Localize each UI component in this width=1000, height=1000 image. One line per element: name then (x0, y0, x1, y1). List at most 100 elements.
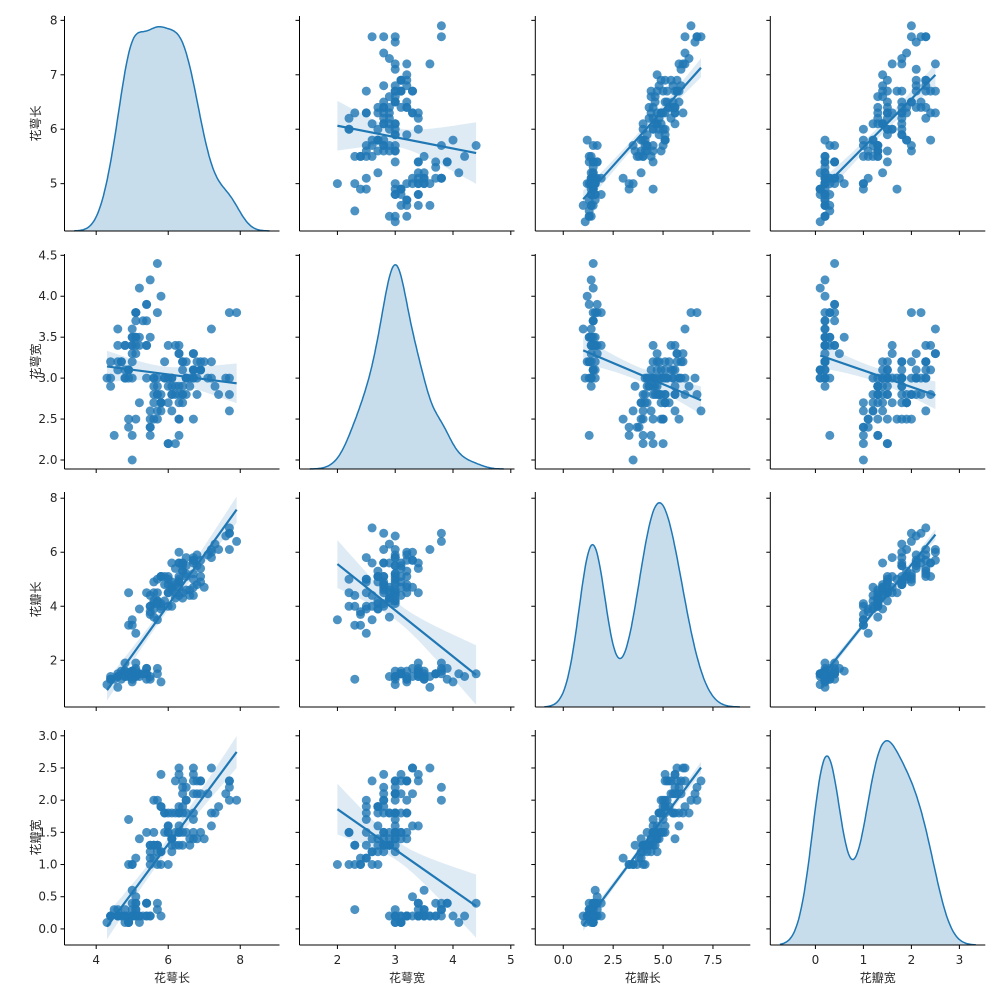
scatter-point (906, 373, 916, 383)
scatter-point (436, 528, 446, 538)
scatter-point (188, 555, 198, 565)
y-tick-label: 8 (50, 13, 58, 27)
scatter-point (390, 32, 400, 42)
scatter-point (408, 763, 417, 773)
x-axis-label: 花瓣长 (625, 970, 661, 985)
scatter-point (170, 593, 180, 603)
scatter-point (131, 628, 141, 638)
scatter-point (820, 381, 830, 391)
y-tick-label: 6 (50, 545, 58, 559)
scatter-point (676, 357, 686, 367)
scatter-point (820, 324, 830, 334)
y-tick: 6 (50, 122, 65, 136)
regression-line (819, 354, 936, 397)
scatter-point (127, 332, 137, 342)
scatter-point (902, 108, 912, 118)
scatter-point (413, 200, 423, 210)
scatter-point (127, 911, 137, 921)
scatter-point (624, 422, 634, 432)
scatter-point (367, 523, 377, 533)
scatter-point (672, 349, 682, 359)
scatter-point (624, 430, 634, 440)
scatter-point (174, 414, 184, 424)
x-tick: 4 (449, 945, 457, 967)
scatter-point (188, 414, 198, 424)
x-tick: 7.5 (703, 945, 723, 967)
scatter-point (873, 599, 883, 609)
scatter-point (373, 802, 383, 812)
scatter-point (652, 365, 662, 375)
scatter-point (170, 563, 180, 573)
scatter-point (646, 406, 656, 416)
scatter-point (109, 430, 119, 440)
scatter-point (830, 259, 840, 268)
scatter-point (206, 553, 216, 563)
scatter-point (906, 569, 916, 579)
scatter-point (642, 398, 652, 408)
scatter-point (658, 439, 668, 449)
scatter-point (436, 782, 446, 792)
scatter-point (588, 259, 598, 268)
scatter-point (882, 390, 892, 399)
scatter-point (584, 430, 594, 440)
y-tick: 8 (50, 491, 65, 505)
scatter-point (413, 769, 423, 779)
scatter-point (131, 658, 141, 668)
scatter-point (174, 802, 184, 812)
scatter-point (921, 340, 931, 350)
panel-0-1 (295, 16, 515, 235)
scatter-point (142, 299, 152, 309)
scatter-point (174, 349, 184, 359)
scatter-point (379, 32, 389, 42)
scatter-point (628, 406, 638, 416)
scatter-point (390, 179, 400, 189)
scatter-point (120, 340, 130, 350)
scatter-point (858, 455, 868, 465)
regression-line (336, 808, 477, 908)
scatter-point (690, 373, 700, 383)
scatter-point (830, 299, 840, 309)
scatter-point (680, 763, 690, 773)
scatter-point (436, 658, 446, 668)
scatter-point (396, 769, 406, 779)
scatter-point (863, 414, 873, 424)
x-tick: 5 (507, 945, 515, 967)
scatter-point (361, 86, 371, 96)
scatter-point (897, 357, 907, 367)
scatter-point (188, 763, 198, 773)
scatter-point (413, 173, 423, 183)
scatter-point (224, 373, 234, 383)
scatter-point (390, 782, 400, 792)
scatter-point (232, 308, 242, 318)
scatter-point (156, 769, 166, 779)
scatter-point (178, 561, 188, 571)
panel-1-0: 2.0 2.5 3.0 3.5 4.0 4.5 花萼宽 (28, 248, 280, 473)
scatter-point (390, 821, 400, 831)
x-tick: 1 (860, 945, 868, 967)
scatter-point (873, 381, 883, 391)
scatter-point (156, 406, 166, 416)
scatter-point (921, 365, 931, 375)
scatter-point (858, 422, 868, 432)
scatter-point (916, 102, 926, 112)
scatter-point (618, 853, 628, 863)
scatter-point (902, 414, 912, 424)
scatter-point (127, 349, 137, 359)
scatter-point (906, 32, 916, 42)
scatter-point (921, 406, 931, 416)
panel-3-3: 0 1 2 3 花瓣宽 (766, 730, 986, 985)
scatter-point (419, 666, 429, 676)
scatter-point (436, 32, 446, 42)
scatter-point (134, 834, 144, 844)
x-tick-label: 1 (860, 953, 868, 967)
scatter-point (873, 612, 883, 622)
scatter-point (882, 572, 892, 581)
scatter-point (820, 316, 830, 326)
scatter-point (588, 340, 598, 350)
scatter-point (638, 119, 648, 129)
scatter-point (638, 414, 648, 424)
scatter-point (825, 190, 835, 199)
scatter-point (588, 162, 598, 172)
scatter-point (672, 763, 682, 773)
